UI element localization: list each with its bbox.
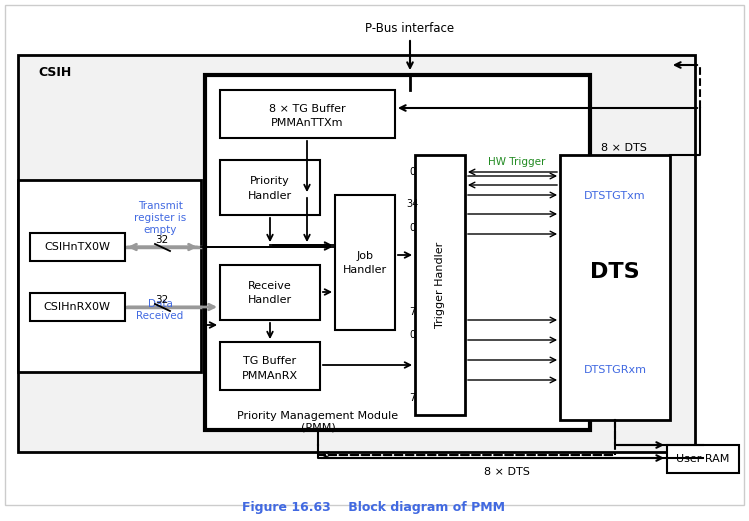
Text: Trigger Handler: Trigger Handler — [435, 242, 445, 328]
Bar — [667, 445, 739, 473]
Bar — [220, 90, 395, 138]
Text: DTS: DTS — [590, 262, 640, 282]
Bar — [415, 155, 465, 415]
Bar — [18, 180, 201, 372]
Text: 32: 32 — [155, 295, 169, 305]
Text: CSIHnRX0W: CSIHnRX0W — [43, 302, 111, 312]
Bar — [335, 195, 395, 330]
Text: 8 × DTS: 8 × DTS — [484, 467, 530, 477]
Bar — [560, 155, 670, 420]
Bar — [18, 55, 695, 452]
Text: (PMM): (PMM) — [300, 423, 336, 433]
Text: DTSTGTxm: DTSTGTxm — [584, 191, 646, 201]
Bar — [30, 233, 125, 261]
Text: DTSTGRxm: DTSTGRxm — [583, 365, 646, 375]
Text: Priority: Priority — [250, 176, 290, 186]
Text: Handler: Handler — [248, 191, 292, 201]
Text: CSIHnTX0W: CSIHnTX0W — [44, 242, 110, 252]
Text: Priority Management Module: Priority Management Module — [237, 411, 398, 421]
Bar — [220, 160, 320, 215]
Text: PMMAnRX: PMMAnRX — [242, 371, 298, 381]
Text: Job: Job — [357, 251, 374, 261]
Text: 8 × TG Buffer: 8 × TG Buffer — [269, 104, 345, 114]
Text: Handler: Handler — [248, 295, 292, 305]
Text: 34: 34 — [406, 199, 418, 209]
Text: Figure 16.63    Block diagram of PMM: Figure 16.63 Block diagram of PMM — [243, 502, 506, 515]
Text: CSIH: CSIH — [38, 66, 71, 79]
Text: HW Trigger: HW Trigger — [488, 157, 545, 167]
Text: 7: 7 — [409, 393, 415, 403]
Text: Receive: Receive — [248, 281, 292, 291]
Text: 0: 0 — [409, 223, 415, 233]
Text: P-Bus interface: P-Bus interface — [366, 21, 455, 34]
Text: 0: 0 — [409, 330, 415, 340]
Text: Data
Received: Data Received — [136, 299, 184, 321]
Text: User RAM: User RAM — [676, 454, 730, 464]
Text: PMMAnTTXm: PMMAnTTXm — [270, 118, 343, 128]
Bar — [30, 293, 125, 321]
Text: TG Buffer: TG Buffer — [243, 356, 297, 366]
Text: 32: 32 — [155, 235, 169, 245]
Text: Transmit
register is
empty: Transmit register is empty — [134, 202, 186, 234]
Text: 0: 0 — [409, 167, 415, 177]
Text: 8 × DTS: 8 × DTS — [601, 143, 647, 153]
Text: 7: 7 — [409, 307, 415, 317]
Bar — [220, 342, 320, 390]
Text: Handler: Handler — [343, 265, 387, 275]
Bar — [205, 75, 590, 430]
Bar — [220, 265, 320, 320]
